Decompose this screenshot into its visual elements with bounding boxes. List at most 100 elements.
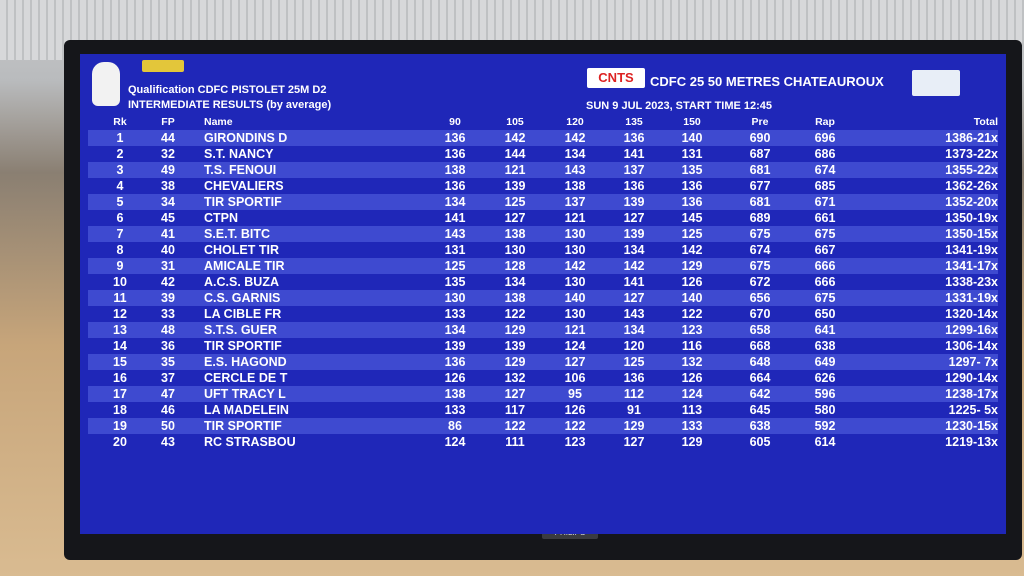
result-row: 7 41 S.E.T. BITC 143 138 130 139 125 675 675 1350-…	[88, 226, 998, 242]
score-cell: 140	[681, 291, 703, 305]
score-cell: 41	[161, 227, 175, 241]
column-header: Rap	[815, 116, 835, 128]
score-cell: 686	[814, 147, 836, 161]
team-name: TIR SPORTIF	[204, 339, 282, 353]
score-cell: 44	[161, 131, 175, 145]
score-cell: 129	[504, 355, 526, 369]
column-header: 135	[625, 116, 643, 128]
score-cell: 136	[681, 179, 703, 193]
score-cell: 136	[444, 179, 466, 193]
score-cell: 142	[564, 259, 586, 273]
score-cell: 645	[749, 403, 771, 417]
team-name: CTPN	[204, 211, 239, 225]
score-cell: 687	[749, 147, 771, 161]
score-cell: 134	[623, 323, 645, 337]
score-cell: 668	[749, 339, 771, 353]
team-name: AMICALE TIR	[204, 259, 285, 273]
score-cell: 7	[116, 227, 124, 241]
score-cell: 121	[504, 163, 526, 177]
column-header: 90	[449, 116, 461, 128]
team-name: CHOLET TIR	[204, 243, 279, 257]
score-cell: 136	[623, 131, 645, 145]
score-cell: 675	[814, 291, 836, 305]
score-cell: 141	[623, 147, 645, 161]
team-name: CERCLE DE T	[204, 371, 288, 385]
score-cell: 124	[564, 339, 586, 353]
score-cell: 1373-22x	[945, 147, 998, 161]
result-row: 8 40 CHOLET TIR 131 130 130 134 142 674 667 1341-1…	[88, 242, 998, 258]
score-cell: 138	[444, 163, 466, 177]
score-cell: 689	[749, 211, 771, 225]
score-cell: 117	[504, 403, 526, 417]
score-cell: 12	[113, 307, 127, 321]
score-cell: 135	[444, 275, 466, 289]
score-cell: 124	[681, 387, 703, 401]
score-cell: 130	[564, 307, 586, 321]
score-cell: 126	[681, 275, 703, 289]
score-cell: 136	[681, 195, 703, 209]
column-header: Total	[973, 116, 998, 128]
score-cell: 113	[681, 403, 703, 417]
score-cell: 677	[749, 179, 771, 193]
venue-title: CDFC 25 50 METRES CHATEAUROUX	[650, 74, 884, 89]
score-cell: 131	[444, 243, 466, 257]
score-cell: 141	[623, 275, 645, 289]
result-row: 4 38 CHEVALIERS 136 139 138 136 136 677 685 1362-2…	[88, 178, 998, 194]
score-cell: 129	[623, 419, 645, 433]
result-row: 16 37 CERCLE DE T 126 132 106 136 126 664 626 1290…	[88, 370, 998, 386]
score-cell: 145	[681, 211, 703, 225]
score-cell: 138	[504, 291, 526, 305]
score-cell: 641	[814, 323, 836, 337]
score-cell: 40	[161, 243, 175, 257]
score-cell: 129	[504, 323, 526, 337]
team-name: S.E.T. BITC	[204, 227, 270, 241]
score-cell: 685	[814, 179, 836, 193]
column-header: Rk	[113, 116, 127, 128]
result-row: 20 43 RC STRASBOU 124 111 123 127 129 605 614 1219…	[88, 434, 998, 450]
score-cell: 675	[749, 259, 771, 273]
score-cell: 126	[444, 371, 466, 385]
score-cell: 132	[681, 355, 703, 369]
score-cell: 144	[504, 147, 526, 161]
score-cell: 1225- 5x	[948, 403, 998, 417]
score-cell: 137	[564, 195, 586, 209]
score-cell: 1299-16x	[945, 323, 998, 337]
score-cell: 136	[444, 147, 466, 161]
score-cell: 36	[161, 339, 175, 353]
score-cell: 142	[564, 131, 586, 145]
result-row: 10 42 A.C.S. BUZA 135 134 130 141 126 672 666 1338…	[88, 274, 998, 290]
competition-title: Qualification CDFC PISTOLET 25M D2	[128, 84, 327, 96]
score-cell: 13	[113, 323, 127, 337]
score-cell: 139	[623, 227, 645, 241]
score-cell: 605	[749, 435, 771, 449]
score-cell: 47	[161, 387, 175, 401]
score-cell: 656	[749, 291, 771, 305]
score-cell: 136	[444, 131, 466, 145]
score-cell: 127	[623, 291, 645, 305]
score-cell: 33	[161, 307, 175, 321]
score-cell: 1219-13x	[945, 435, 998, 449]
score-cell: 681	[749, 195, 771, 209]
score-cell: 10	[113, 275, 127, 289]
score-cell: 1306-14x	[945, 339, 998, 353]
score-cell: 1352-20x	[945, 195, 998, 209]
score-cell: 1341-19x	[945, 243, 998, 257]
score-cell: 649	[814, 355, 836, 369]
score-cell: 112	[623, 387, 645, 401]
score-cell: 130	[564, 243, 586, 257]
result-row: 14 36 TIR SPORTIF 139 139 124 120 116 668 638 1306…	[88, 338, 998, 354]
score-cell: 681	[749, 163, 771, 177]
column-header: 105	[506, 116, 524, 128]
score-cell: 121	[564, 323, 586, 337]
score-cell: 34	[161, 195, 175, 209]
score-cell: 580	[814, 403, 836, 417]
score-cell: 129	[681, 435, 703, 449]
score-cell: 136	[623, 179, 645, 193]
score-cell: 6	[116, 211, 124, 225]
score-cell: 125	[681, 227, 703, 241]
score-cell: 134	[623, 243, 645, 257]
score-cell: 138	[564, 179, 586, 193]
score-cell: 14	[113, 339, 127, 353]
score-cell: 45	[161, 211, 175, 225]
score-cell: 1350-15x	[945, 227, 998, 241]
